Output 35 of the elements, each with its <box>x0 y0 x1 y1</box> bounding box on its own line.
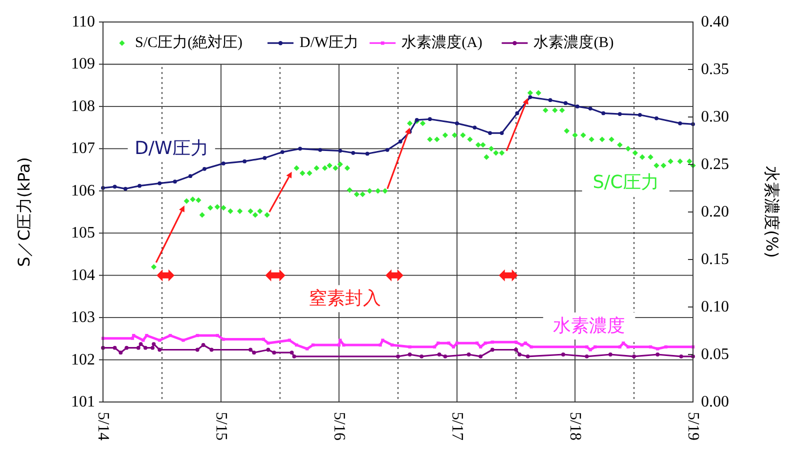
y2-tick-label: 0.25 <box>701 156 729 173</box>
y-tick-label: 103 <box>71 309 95 326</box>
y-tick-label: 107 <box>71 140 95 158</box>
x-tick-label: 5/15 <box>212 412 230 440</box>
y2-tick-label: 0.00 <box>701 394 729 410</box>
y-tick-label: 104 <box>71 266 95 284</box>
y2-tick-label: 0.15 <box>701 251 729 268</box>
x-tick-label: 5/17 <box>448 412 466 440</box>
y-tick-label: 110 <box>72 14 95 30</box>
legend-label: 水素濃度(B) <box>534 34 614 52</box>
y-axis-title: S／C圧力(kPa) <box>14 157 34 267</box>
y2-tick-label: 0.10 <box>701 298 729 316</box>
legend-label: 水素濃度(A) <box>402 34 482 52</box>
y-tick-label: 108 <box>71 98 95 115</box>
annotation: D/W圧力 <box>134 138 208 160</box>
y2-tick-label: 0.35 <box>701 61 729 78</box>
x-tick-label: 5/14 <box>94 412 112 440</box>
y2-tick-label: 0.40 <box>701 14 729 30</box>
y-tick-label: 106 <box>71 182 95 200</box>
legend-label: D/W圧力 <box>300 34 359 52</box>
legend-label: S/C圧力(絶対圧) <box>135 34 243 52</box>
y2-tick-label: 0.30 <box>701 108 729 126</box>
x-tick-label: 5/16 <box>330 412 348 440</box>
y2-tick-label: 0.05 <box>701 346 729 363</box>
y2-axis-title: 水素濃度(%) <box>762 166 782 258</box>
x-tick-label: 5/19 <box>684 412 702 440</box>
x-tick-label: 5/18 <box>566 412 584 440</box>
y-tick-label: 109 <box>71 56 95 73</box>
y2-tick-label: 0.20 <box>701 204 729 220</box>
annotation: S/C圧力 <box>592 172 659 193</box>
annotation: 水素濃度 <box>553 316 626 336</box>
annotation: 窒素封入 <box>308 288 381 310</box>
y-tick-label: 102 <box>71 351 95 368</box>
y-tick-label: 101 <box>71 394 95 410</box>
y-tick-label: 105 <box>71 224 95 242</box>
